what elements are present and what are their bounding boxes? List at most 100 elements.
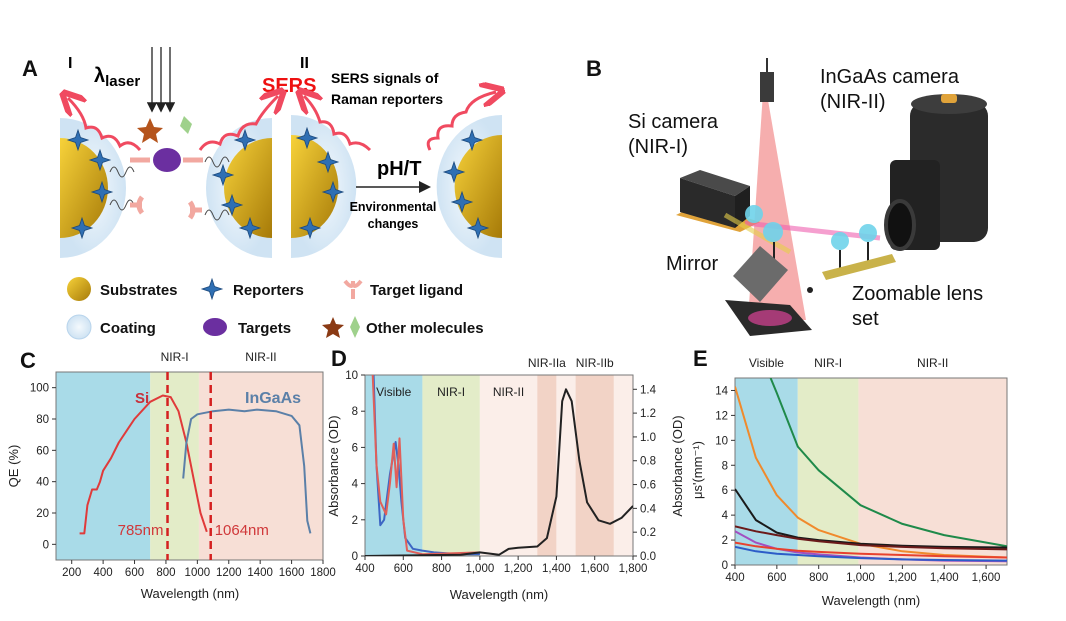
y-tick-label: 2	[722, 535, 728, 547]
region-label: NIR-IIa	[528, 356, 566, 370]
mirror-post	[807, 287, 813, 293]
series-line-blue	[735, 545, 1007, 562]
legend-targets: Targets	[238, 320, 291, 337]
changes-label: changes	[368, 217, 419, 231]
x-tick-label: 400	[94, 567, 113, 579]
sers-description: SERS signals of	[331, 70, 439, 86]
x-tick-label: 1,000	[465, 563, 494, 575]
y2-tick-label: 0.8	[640, 456, 656, 468]
region-nir-i	[797, 378, 859, 565]
y-tick-label: 60	[36, 445, 49, 457]
legend-coating: Coating	[100, 320, 156, 337]
ph-t-label: pH/T	[377, 158, 421, 180]
zoomable-lens-set-label: set	[852, 308, 879, 330]
sers-label: SERS	[262, 75, 316, 97]
region-label: NIR-I	[437, 385, 465, 399]
mirror	[733, 246, 788, 302]
y-tick-label: 20	[36, 508, 49, 520]
series-line-orange	[735, 386, 1007, 559]
y-tick-label: 80	[36, 414, 49, 426]
x-tick-label: 1,600	[580, 563, 609, 575]
region-label: NIR-I	[814, 356, 842, 370]
other-molecule-diamond	[180, 116, 192, 134]
ingaas-camera-band: (NIR-II)	[820, 91, 886, 113]
region-nir-iib	[575, 375, 614, 556]
si-camera	[680, 178, 735, 228]
x-tick-label: 1600	[279, 567, 305, 579]
x-tick-label: 1200	[216, 567, 242, 579]
mirror-label: Mirror	[666, 253, 719, 275]
y-axis-label: μs'(mm⁻¹)	[690, 441, 705, 499]
substrate-icon	[67, 277, 91, 301]
si-camera-label: Si camera	[628, 111, 719, 133]
laser-source	[760, 72, 774, 102]
x-tick-label: 1,200	[504, 563, 533, 575]
nanoparticle-2	[206, 118, 272, 258]
y2-tick-label: 0.0	[640, 551, 656, 563]
y-tick-label: 12	[715, 410, 728, 422]
x-tick-label: 1,000	[846, 572, 875, 584]
x-tick-label: 1,400	[542, 563, 571, 575]
y-tick-label: 6	[352, 442, 358, 454]
region-nir-i	[422, 375, 480, 556]
stage-1-label: I	[68, 55, 72, 72]
x-axis-label: Wavelength (nm)	[450, 587, 549, 602]
other-molecule-star	[137, 118, 163, 143]
y-tick-label: 0	[352, 551, 358, 563]
x-tick-label: 1400	[247, 567, 273, 579]
y2-tick-label: 1.2	[640, 408, 656, 420]
x-tick-label: 800	[156, 567, 175, 579]
legend: Substrates Reporters Target ligand Coati…	[66, 277, 484, 340]
lambda-laser-label: λlaser	[94, 65, 140, 90]
linkers	[109, 156, 230, 221]
plot-frame	[364, 374, 634, 557]
region-label: Visible	[749, 356, 784, 370]
environmental-label: Environmental	[350, 200, 437, 214]
x-tick-label: 1,400	[930, 572, 959, 584]
ingaas-lens	[884, 199, 916, 251]
reporter-icon	[201, 278, 223, 300]
x-axis-label: Wavelength (nm)	[141, 586, 240, 601]
panel-label-b: B	[586, 56, 602, 81]
zoomable-lens-label: Zoomable lens	[852, 283, 983, 305]
x-tick-label: 600	[394, 563, 413, 575]
panel-a: A I λlaser II SERS SERS signals of Raman…	[22, 47, 502, 340]
x-tick-label: 1,200	[888, 572, 917, 584]
legend-other-molecules: Other molecules	[366, 320, 484, 337]
laser-arrows	[146, 47, 176, 113]
y-tick-label: 8	[352, 406, 358, 418]
region-label: NIR-II	[493, 385, 524, 399]
lens	[859, 224, 877, 242]
series-line-si	[79, 394, 208, 535]
coating-icon	[66, 314, 92, 340]
region-nir-ii	[198, 372, 323, 560]
y-tick-label: 6	[722, 485, 728, 497]
x-tick-label: 800	[809, 572, 828, 584]
lens	[745, 205, 763, 223]
region-label: NIR-II	[245, 350, 276, 364]
y-tick-label: 100	[30, 383, 49, 395]
series-line-red	[371, 375, 480, 556]
panel-label-e: E	[693, 346, 708, 371]
x-tick-label: 1,600	[972, 572, 1001, 584]
sers-emission-arrows	[68, 92, 496, 152]
y-axis-label: Absorbance (OD)	[326, 415, 341, 516]
nanoparticle-1	[60, 118, 126, 258]
ingaas-camera-label: InGaAs camera	[820, 66, 960, 88]
series-line-black	[365, 388, 633, 556]
lens	[763, 222, 783, 242]
stage-2-label: II	[300, 55, 309, 72]
region-band	[56, 372, 151, 560]
sample	[748, 310, 792, 326]
series-line-black	[735, 488, 1007, 549]
other-molecule-diamond-icon	[350, 316, 360, 338]
region-nir-ii	[479, 375, 538, 556]
laser-wavelength-label: 1064nm	[215, 522, 269, 539]
region-label: NIR-II	[917, 356, 948, 370]
panel-b: B InGaAs camera (NIR-II) Si camera (NIR-…	[586, 56, 988, 336]
y-tick-label: 10	[345, 370, 358, 382]
y-tick-label: 8	[722, 460, 728, 472]
